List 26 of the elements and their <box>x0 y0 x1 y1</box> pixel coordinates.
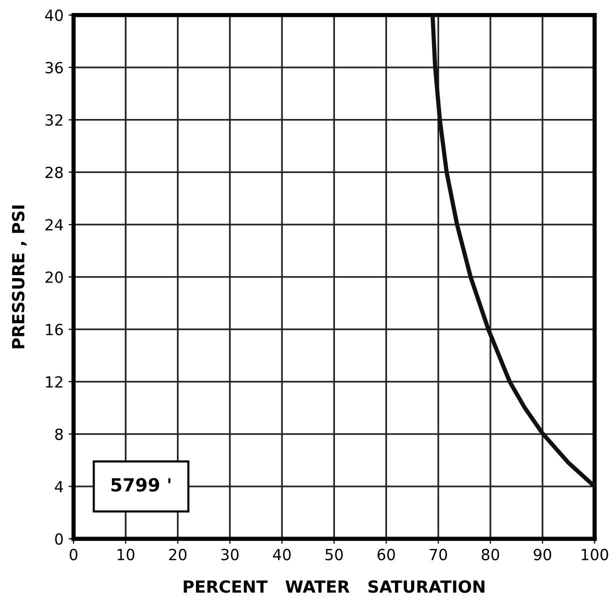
x-tick-label: 20 <box>169 548 186 560</box>
y-tick-label: 12 <box>46 376 62 388</box>
y-tick-label: 20 <box>46 271 63 283</box>
annotation: 5799 ' <box>111 478 170 492</box>
y-tick-label: 4 <box>54 481 63 492</box>
y-tick-label: 28 <box>46 166 63 178</box>
y-tick-label: 36 <box>46 62 63 74</box>
x-tick-label: 70 <box>430 548 447 560</box>
y-tick-label: 16 <box>46 324 63 336</box>
y-tick-label: 24 <box>46 219 63 230</box>
y-tick-label: 0 <box>55 533 63 545</box>
x-tick-label: 100 <box>582 548 608 560</box>
line-series <box>430 15 595 488</box>
x-tick-label: 90 <box>534 548 552 560</box>
y-tick-label: 40 <box>45 10 63 22</box>
x-tick-label: 0 <box>70 548 78 560</box>
x-tick-label: 40 <box>273 548 291 560</box>
y-axis-title: PRESSURE , PSI <box>12 206 27 348</box>
x-tick-label: 80 <box>482 548 500 560</box>
x-tick-label: 30 <box>221 548 239 560</box>
x-tick-label: 10 <box>118 548 134 560</box>
x-tick-label: 60 <box>378 548 395 560</box>
x-axis-title: PERCENT WATER SATURATION <box>184 580 484 593</box>
y-tick-label: 32 <box>46 114 62 126</box>
x-tick-label: 50 <box>326 548 343 560</box>
y-tick-label: 8 <box>55 428 63 440</box>
